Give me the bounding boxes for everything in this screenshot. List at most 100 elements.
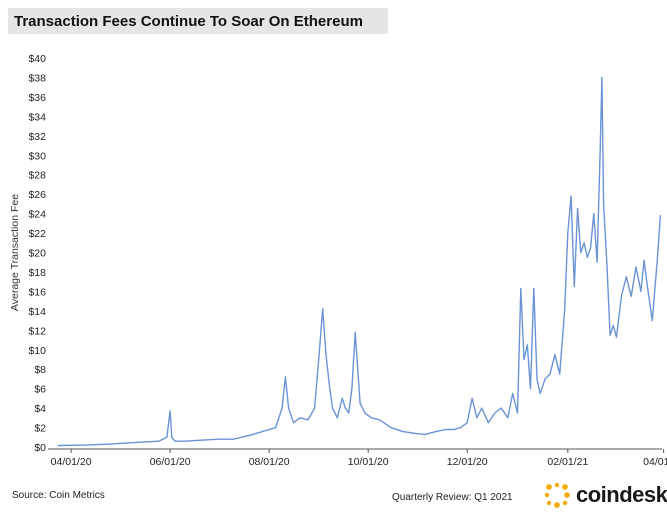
data-point [656, 261, 658, 263]
y-tick-label: $22 [28, 228, 46, 240]
data-point [414, 432, 416, 434]
data-point [307, 419, 309, 421]
data-point [507, 417, 509, 419]
data-point [184, 440, 186, 442]
data-point [476, 417, 478, 419]
y-tick-label: $38 [28, 72, 46, 84]
brand-dot [544, 492, 550, 498]
data-point [512, 392, 514, 395]
data-point [539, 392, 541, 395]
line-chart: $0 $2 $4 $6 $8 $10 $12 $14 $16 $18 $20 $22 $24 $26 $28… [9, 53, 667, 468]
y-tick-label: $24 [28, 209, 46, 221]
data-point [169, 410, 171, 412]
chart-title: Transaction Fees Continue To Soar On Eth… [14, 12, 363, 30]
data-point [314, 407, 316, 409]
x-tick-label: 08/01/20 [249, 456, 290, 468]
data-point [596, 261, 598, 263]
data-point [533, 287, 535, 290]
data-point [232, 438, 234, 440]
data-point [174, 440, 176, 442]
y-tick-label: $2 [34, 423, 46, 435]
y-tick-label: $4 [34, 403, 46, 415]
data-point [609, 334, 611, 336]
data-point [318, 349, 321, 351]
data-point [549, 373, 551, 375]
data-point [288, 407, 290, 409]
data-point [341, 397, 343, 399]
data-point [620, 295, 623, 297]
data-point [292, 422, 295, 424]
data-point [158, 440, 160, 442]
data-point [516, 412, 519, 414]
data-point [85, 444, 87, 446]
data-point [336, 417, 338, 419]
data-point [646, 285, 649, 288]
data-point [529, 388, 532, 390]
data-point [580, 251, 582, 254]
data-point [344, 407, 346, 409]
y-tick-label: $32 [28, 131, 46, 143]
coindesk-logo-icon [544, 482, 570, 508]
data-point [281, 407, 283, 409]
data-point [659, 214, 662, 217]
data-point [125, 442, 127, 444]
y-tick-label: $10 [28, 345, 46, 357]
y-axis: $0 $2 $4 $6 $8 $10 $12 $14 $16 $18 $20 $22 $24 $26 $28… [28, 53, 46, 454]
data-point [487, 422, 489, 424]
data-point [268, 428, 270, 431]
y-tick-label: $36 [28, 92, 46, 104]
data-point [544, 378, 546, 380]
data-point [322, 308, 324, 310]
data-point [445, 428, 447, 431]
data-point [258, 431, 260, 433]
brand-dot [554, 502, 560, 508]
y-tick-label: $16 [28, 286, 46, 298]
brand-name: coindesk [576, 482, 667, 507]
data-point [593, 213, 595, 215]
data-point [583, 242, 585, 244]
data-point [526, 344, 528, 346]
source-note: Source: Coin Metrics [12, 490, 105, 501]
data-point [567, 232, 569, 234]
data-point [453, 428, 455, 431]
x-tick-label: 10/01/20 [348, 456, 389, 468]
data-point [612, 324, 614, 326]
data-point [635, 266, 637, 268]
data-point [299, 417, 301, 419]
y-tick-label: $0 [34, 442, 46, 454]
coindesk-brand: coindesk [544, 482, 667, 508]
data-point [630, 295, 632, 297]
data-point [466, 422, 468, 424]
chart-title-bar: Transaction Fees Continue To Soar On Eth… [8, 8, 388, 34]
data-point [109, 443, 111, 445]
y-tick-label: $30 [28, 150, 46, 162]
x-tick-label: 06/01/20 [150, 456, 191, 468]
data-point [494, 412, 496, 414]
data-point [424, 433, 426, 435]
data-point [601, 76, 603, 79]
y-axis-title: Average Transaction Fee [9, 194, 21, 311]
data-point [351, 388, 353, 390]
data-point [471, 397, 473, 399]
quarterly-review-note: Quarterly Review: Q1 2021 [392, 492, 513, 503]
data-point [284, 376, 286, 378]
data-point [460, 427, 462, 429]
data-point [640, 290, 642, 292]
data-point [364, 412, 366, 414]
data-point [401, 430, 403, 432]
data-point [500, 407, 502, 409]
y-tick-label: $14 [28, 306, 46, 318]
y-tick-label: $40 [28, 53, 46, 65]
data-point [577, 208, 579, 210]
data-point [57, 444, 59, 447]
y-tick-label: $28 [28, 170, 46, 182]
data-point [359, 402, 361, 404]
data-point [325, 354, 327, 356]
brand-dot [554, 482, 560, 488]
data-point [249, 434, 251, 436]
data-point [141, 441, 144, 443]
y-tick-label: $34 [28, 111, 46, 123]
data-point [599, 144, 601, 147]
data-point [218, 438, 220, 440]
data-point [615, 336, 618, 338]
